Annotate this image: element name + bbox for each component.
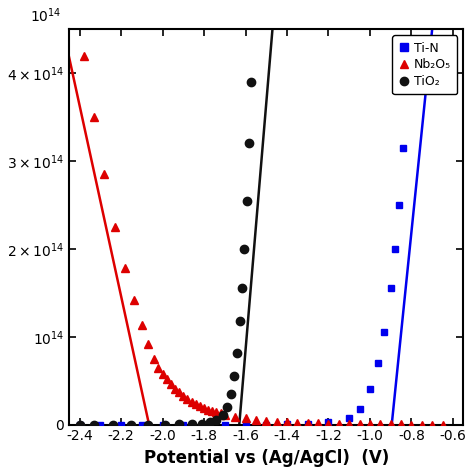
X-axis label: Potential vs (Ag/AgCl)  (V): Potential vs (Ag/AgCl) (V) [144, 449, 389, 467]
Legend: Ti-N, Nb₂O₅, TiO₂: Ti-N, Nb₂O₅, TiO₂ [392, 36, 457, 94]
Text: $10^{14}$: $10^{14}$ [30, 7, 61, 25]
